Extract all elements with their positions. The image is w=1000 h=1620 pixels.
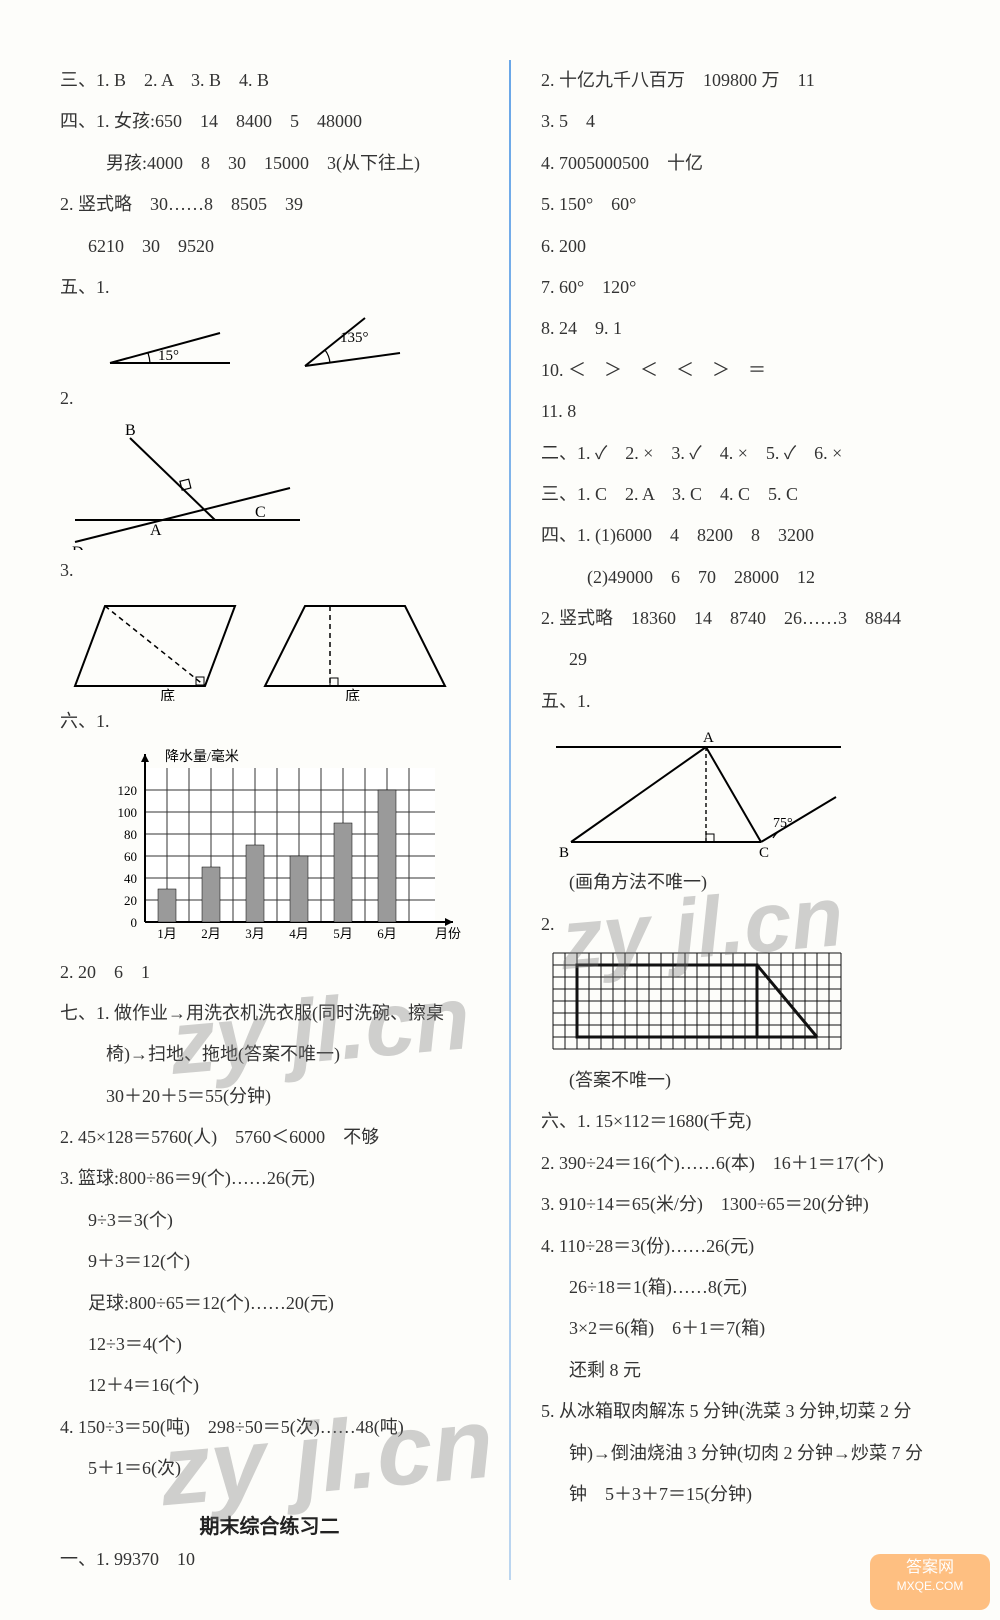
text-line: 五、1. — [60, 267, 479, 308]
text-line: 三、1. C 2. A 3. C 4. C 5. C — [541, 474, 960, 515]
text-line: 还剩 8 元 — [541, 1350, 960, 1391]
text-line: 三、1. B 2. A 3. B 4. B — [60, 60, 479, 101]
svg-text:100: 100 — [118, 805, 138, 820]
left-column: 三、1. B 2. A 3. B 4. B 四、1. 女孩:650 14 840… — [60, 60, 479, 1580]
text-line: (2)49000 6 70 28000 12 — [541, 557, 960, 598]
text-line: 四、1. 女孩:650 14 8400 5 48000 — [60, 101, 479, 142]
right-column: 2. 十亿九千八百万 109800 万 11 3. 5 4 4. 7005000… — [541, 60, 960, 1580]
stamp-title: 答案网 — [870, 1558, 990, 1579]
svg-text:B: B — [559, 845, 569, 861]
text-line: 足球:800÷65＝12(个)……20(元) — [60, 1283, 479, 1324]
text-line: 5. 从冰箱取肉解冻 5 分钟(洗菜 3 分钟,切菜 2 分 — [541, 1391, 960, 1432]
svg-text:A: A — [703, 730, 714, 746]
text-line: 椅)→扫地、拖地(答案不唯一) — [60, 1034, 479, 1075]
text-line: 四、1. (1)6000 4 8200 8 3200 — [541, 515, 960, 556]
text-line: 2. — [60, 378, 479, 419]
text-line: 11. 8 — [541, 391, 960, 432]
angle-label: 135° — [340, 330, 369, 346]
text-line: 12÷3＝4(个) — [60, 1324, 479, 1365]
geometry-figure-triangle: A B C 75° — [541, 722, 871, 862]
svg-text:75°: 75° — [773, 816, 793, 831]
svg-text:2月: 2月 — [201, 926, 221, 941]
text-line: 六、1. — [60, 701, 479, 742]
svg-text:60: 60 — [124, 849, 137, 864]
text-line: 钟 5＋3＋7＝15(分钟) — [541, 1474, 960, 1515]
svg-text:底: 底 — [345, 688, 360, 701]
text-line: 3. 5 4 — [541, 101, 960, 142]
text-line: 4. 110÷28＝3(份)……26(元) — [541, 1226, 960, 1267]
text-line: 8. 24 9. 1 — [541, 308, 960, 349]
text-line: 3×2＝6(箱) 6＋1＝7(箱) — [541, 1308, 960, 1349]
text-line: 2. 竖式略 30……8 8505 39 — [60, 184, 479, 225]
text-line: 六、1. 15×112＝1680(千克) — [541, 1101, 960, 1142]
svg-text:80: 80 — [124, 827, 137, 842]
text-line: 一、1. 99370 10 — [60, 1539, 479, 1580]
page: 三、1. B 2. A 3. B 4. B 四、1. 女孩:650 14 840… — [0, 0, 1000, 1620]
text-line: 2. 十亿九千八百万 109800 万 11 — [541, 60, 960, 101]
stamp-url: MXQE.COM — [870, 1579, 990, 1595]
text-line: 5＋1＝6(次) — [60, 1448, 479, 1489]
text-line: 30＋20＋5＝55(分钟) — [60, 1076, 479, 1117]
text-line: 26÷18＝1(箱)……8(元) — [541, 1267, 960, 1308]
text-line: 钟)→倒油烧油 3 分钟(切肉 2 分钟→炒菜 7 分 — [541, 1433, 960, 1474]
text-line: 4. 150÷3＝50(吨) 298÷50＝5(次)……48(吨) — [60, 1407, 479, 1448]
text-line: 五、1. — [541, 681, 960, 722]
svg-text:B: B — [125, 422, 136, 439]
text-line: 2. — [541, 904, 960, 945]
svg-text:3月: 3月 — [245, 926, 265, 941]
text-line: 二、1. ✓ 2. × 3. ✓ 4. × 5. ✓ 6. × — [541, 433, 960, 474]
text-line: 12＋4＝16(个) — [60, 1365, 479, 1406]
text-line: 2. 20 6 1 — [60, 952, 479, 993]
svg-text:6月: 6月 — [377, 926, 397, 941]
svg-text:底: 底 — [160, 688, 175, 701]
svg-text:40: 40 — [124, 871, 137, 886]
svg-text:120: 120 — [118, 783, 138, 798]
text-line: 七、1. 做作业→用洗衣机洗衣服(同时洗碗、擦桌 — [60, 993, 479, 1034]
svg-text:5月: 5月 — [333, 926, 353, 941]
text-line: 29 — [541, 639, 960, 680]
text-line: 2. 竖式略 18360 14 8740 26……3 8844 — [541, 598, 960, 639]
svg-text:A: A — [150, 522, 162, 539]
text-line: 男孩:4000 8 30 15000 3(从下往上) — [60, 143, 479, 184]
svg-text:1月: 1月 — [157, 926, 177, 941]
svg-text:降水量/毫米: 降水量/毫米 — [165, 748, 239, 765]
text-line: 3. 910÷14＝65(米/分) 1300÷65＝20(分钟) — [541, 1184, 960, 1225]
svg-text:C: C — [255, 504, 266, 521]
rainfall-bar-chart: 0 20 40 60 80 100 120 1月 2月 3月 4月 5月 6月 降水量/毫米月份 — [90, 747, 479, 952]
grid-figure — [541, 945, 861, 1060]
text-line: 3. — [60, 550, 479, 591]
angle-label: 15° — [158, 348, 179, 364]
text-line: (画角方法不唯一) — [541, 862, 960, 903]
svg-text:D: D — [72, 544, 84, 550]
text-line: 2. 45×128＝5760(人) 5760＜6000 不够 — [60, 1117, 479, 1158]
geometry-figure-angles: 15° 135° — [60, 308, 420, 378]
text-line: 4. 7005000500 十亿 — [541, 143, 960, 184]
text-line: 6210 30 9520 — [60, 226, 479, 267]
svg-text:4月: 4月 — [289, 926, 309, 941]
text-line: 3. 篮球:800÷86＝9(个)……26(元) — [60, 1158, 479, 1199]
geometry-figure-parallel: B A C D — [60, 420, 360, 550]
geometry-figure-shapes: 底 底 — [60, 591, 460, 701]
text-line: (答案不唯一) — [541, 1060, 960, 1101]
svg-text:0: 0 — [131, 915, 138, 930]
svg-text:20: 20 — [124, 893, 137, 908]
text-line: 7. 60° 120° — [541, 267, 960, 308]
text-line: 5. 150° 60° — [541, 184, 960, 225]
svg-text:C: C — [759, 845, 769, 861]
source-stamp: 答案网 MXQE.COM — [870, 1554, 990, 1610]
text-line: 6. 200 — [541, 226, 960, 267]
svg-text:月份: 月份 — [435, 926, 461, 941]
column-divider — [509, 60, 511, 1580]
text-line: 9＋3＝12(个) — [60, 1241, 479, 1282]
text-line: 2. 390÷24＝16(个)……6(本) 16＋1＝17(个) — [541, 1143, 960, 1184]
section-title: 期末综合练习二 — [60, 1510, 479, 1539]
text-line: 9÷3＝3(个) — [60, 1200, 479, 1241]
text-line: 10. ＜ ＞ ＜ ＜ ＞ ＝ — [541, 350, 960, 391]
